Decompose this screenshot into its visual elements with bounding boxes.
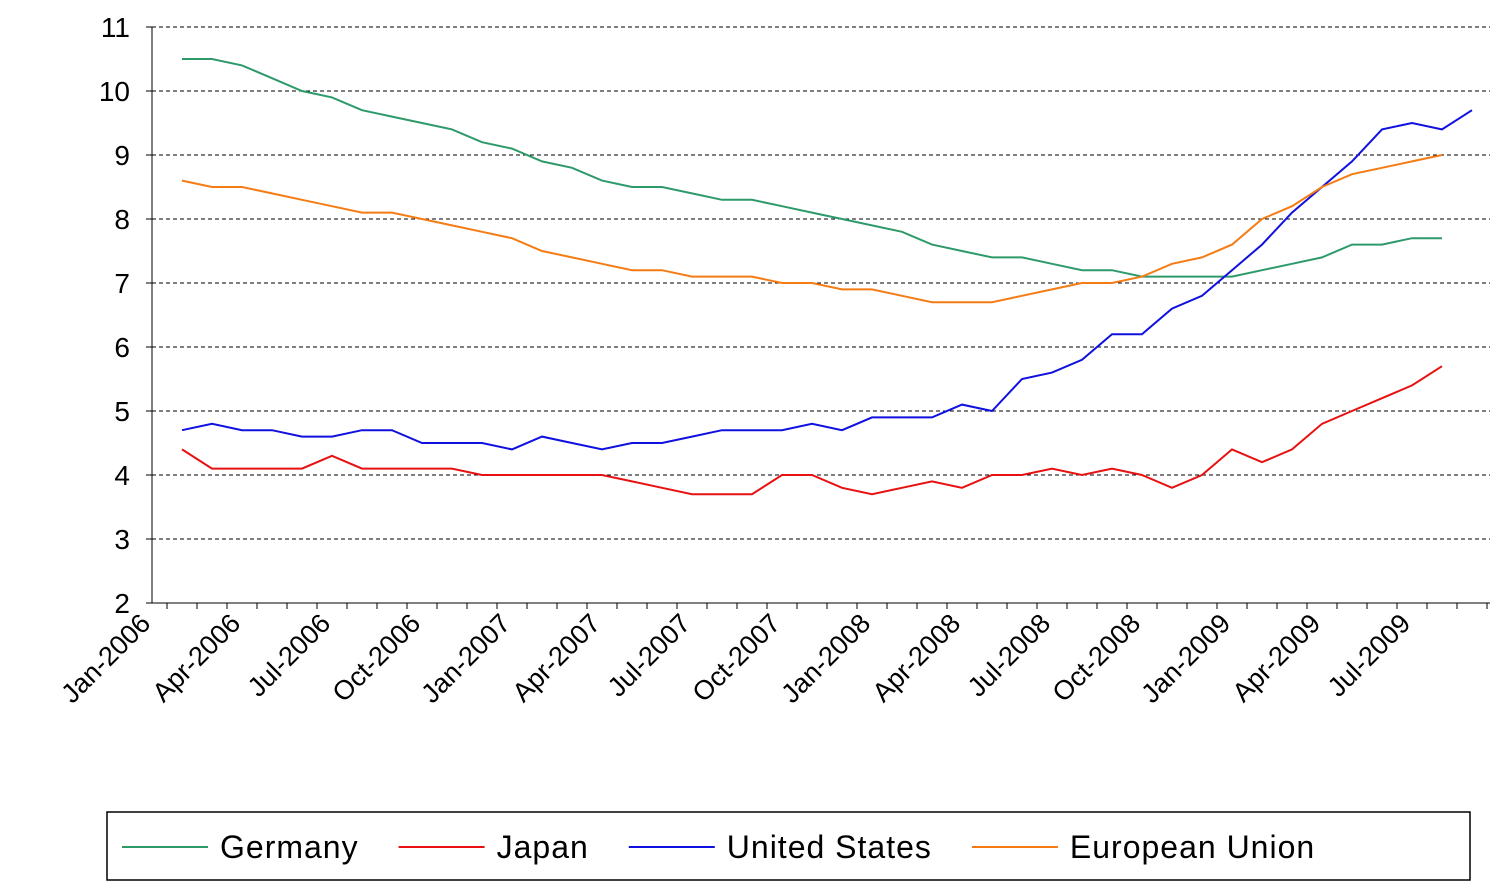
legend-label: United States — [727, 829, 932, 865]
x-tick-label: Jul-2007 — [602, 608, 696, 702]
legend-box — [106, 811, 1471, 881]
y-tick-label: 4 — [114, 460, 130, 491]
x-tick-label: Apr-2008 — [866, 608, 966, 708]
x-tick-label: Apr-2006 — [146, 608, 246, 708]
x-tick-label: Apr-2009 — [1226, 608, 1326, 708]
x-tick-label: Jul-2006 — [242, 608, 336, 702]
x-tick-label: Jan-2006 — [55, 608, 156, 709]
y-tick-label: 8 — [114, 204, 130, 235]
y-tick-label: 5 — [114, 396, 130, 427]
y-tick-label: 11 — [101, 12, 130, 43]
line-series — [181, 109, 1473, 451]
legend-label: Germany — [220, 829, 359, 865]
x-tick-label: Jan-2009 — [1135, 608, 1236, 709]
line-series — [181, 365, 1443, 496]
y-tick-label: 6 — [114, 332, 130, 363]
x-tick-label: Jul-2008 — [962, 608, 1056, 702]
y-tick-label: 9 — [114, 140, 130, 171]
x-tick-label: Jul-2009 — [1322, 608, 1416, 702]
y-tick-label: 10 — [99, 76, 130, 107]
x-tick-label: Oct-2008 — [1046, 608, 1146, 708]
legend-label: European Union — [1070, 829, 1315, 865]
x-tick-label: Apr-2007 — [506, 608, 606, 708]
legend-label: Japan — [497, 829, 589, 865]
line-series — [182, 58, 1442, 278]
x-tick-label: Jan-2007 — [415, 608, 516, 709]
x-tick-label: Oct-2006 — [326, 608, 426, 708]
y-tick-label: 2 — [114, 588, 130, 619]
y-tick-label: 3 — [114, 524, 130, 555]
line-series — [181, 154, 1443, 304]
x-tick-label: Jan-2008 — [775, 608, 876, 709]
x-tick-label: Oct-2007 — [686, 608, 786, 708]
y-tick-label: 7 — [114, 268, 130, 299]
